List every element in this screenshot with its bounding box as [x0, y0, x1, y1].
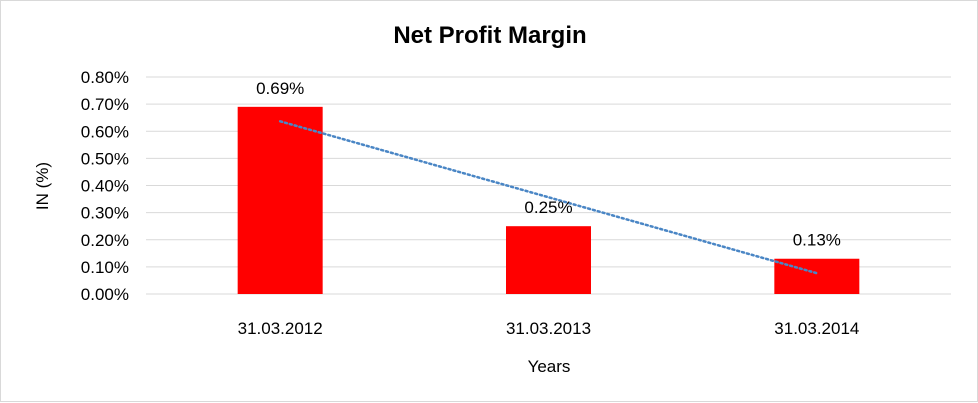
y-tick-label: 0.40% [81, 177, 129, 196]
y-axis-label: IN (%) [33, 162, 52, 210]
trendline [278, 120, 819, 275]
y-axis-ticks: 0.00% 0.10% 0.20% 0.30% 0.40% 0.50% 0.60% 0.70%… [81, 68, 129, 304]
bar [506, 226, 591, 294]
y-tick-label: 0.20% [81, 231, 129, 250]
y-tick-label: 0.50% [81, 149, 129, 168]
y-tick-label: 0.10% [81, 258, 129, 277]
y-tick-label: 0.00% [81, 285, 129, 304]
bar [774, 258, 860, 294]
x-axis-ticks: 31.03.2012 31.03.2013 31.03.2014 [238, 319, 860, 338]
x-tick-label: 31.03.2013 [506, 319, 591, 338]
y-tick-label: 0.80% [81, 68, 129, 87]
y-tick-label: 0.30% [81, 204, 129, 223]
bar [237, 106, 323, 295]
bars [237, 106, 860, 295]
data-label: 0.13% [793, 231, 841, 250]
x-axis-label: Years [528, 357, 571, 376]
x-tick-label: 31.03.2012 [238, 319, 323, 338]
data-label: 0.69% [256, 79, 304, 98]
y-tick-label: 0.70% [81, 95, 129, 114]
trendline-line [278, 120, 819, 275]
data-labels: 0.69% 0.25% 0.13% [256, 79, 841, 250]
y-tick-label: 0.60% [81, 122, 129, 141]
chart-title: Net Profit Margin [393, 22, 586, 49]
data-label: 0.25% [524, 198, 572, 217]
x-tick-label: 31.03.2014 [774, 319, 859, 338]
